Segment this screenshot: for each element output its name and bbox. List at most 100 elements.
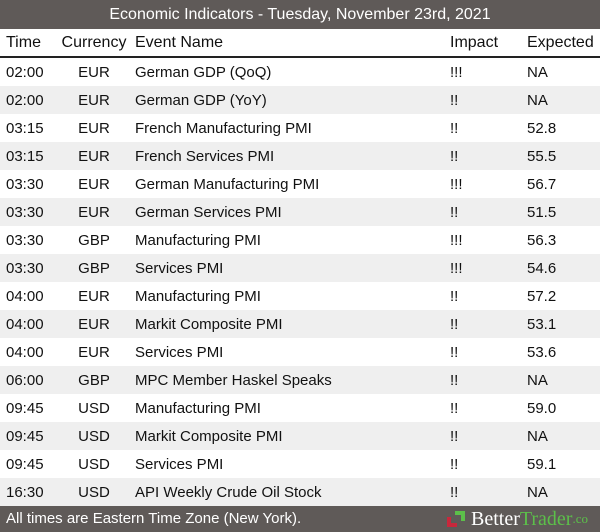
cell-expected: NA	[527, 371, 548, 389]
cell-expected: 53.1	[527, 315, 557, 333]
logo-co: .co	[572, 511, 588, 526]
cell-impact: !!	[450, 455, 459, 473]
table-row: 09:45 USD Manufacturing PMI!! 59.0	[0, 394, 600, 422]
cell-expected: 56.7	[527, 175, 557, 193]
cell-time: 09:45	[6, 455, 44, 473]
table-row: 04:00 EUR Markit Composite PMI!! 53.1	[0, 310, 600, 338]
cell-impact: !!	[450, 343, 459, 361]
cell-currency: EUR	[78, 119, 110, 137]
table-row: 03:30 GBP Manufacturing PMI!!! 56.3	[0, 226, 600, 254]
page-title: Economic Indicators - Tuesday, November …	[0, 0, 600, 29]
col-currency: Currency	[61, 33, 127, 51]
table-row: 06:00 GBP MPC Member Haskel Speaks!! NA	[0, 366, 600, 394]
cell-event: Manufacturing PMI	[135, 399, 261, 417]
table-row: 02:00 EUR German GDP (QoQ)!!! NA	[0, 58, 600, 86]
bettertrader-logo: Better Trader .co	[447, 506, 588, 532]
cell-impact: !!	[450, 119, 459, 137]
cell-impact: !!!	[450, 259, 463, 277]
table-row: 09:45 USD Services PMI!! 59.1	[0, 450, 600, 478]
table-header: Time Currency Event Name Impact Expected	[0, 29, 600, 58]
cell-currency: EUR	[78, 315, 110, 333]
col-impact: Impact	[450, 33, 499, 51]
cell-impact: !!	[450, 203, 459, 221]
cell-expected: 51.5	[527, 203, 557, 221]
cell-time: 16:30	[6, 483, 44, 501]
cell-time: 03:30	[6, 259, 44, 277]
cell-event: French Services PMI	[135, 147, 275, 165]
cell-expected: 59.1	[527, 455, 557, 473]
cell-time: 04:00	[6, 343, 44, 361]
cell-expected: 54.6	[527, 259, 557, 277]
cell-expected: NA	[527, 483, 548, 501]
cell-event: German GDP (YoY)	[135, 91, 267, 109]
cell-event: MPC Member Haskel Speaks	[135, 371, 332, 389]
cell-currency: EUR	[78, 287, 110, 305]
cell-time: 03:30	[6, 231, 44, 249]
cell-expected: 56.3	[527, 231, 557, 249]
cell-expected: 55.5	[527, 147, 557, 165]
cell-impact: !!	[450, 427, 459, 445]
table-row: 03:30 EUR German Manufacturing PMI!!! 56.7	[0, 170, 600, 198]
cell-expected: NA	[527, 91, 548, 109]
cell-event: Markit Composite PMI	[135, 315, 283, 333]
col-expected: Expected	[527, 33, 594, 51]
cell-currency: USD	[78, 427, 110, 445]
cell-impact: !!	[450, 399, 459, 417]
cell-currency: USD	[78, 399, 110, 417]
table-row: 09:45 USD Markit Composite PMI!! NA	[0, 422, 600, 450]
table-row: 03:15 EUR French Manufacturing PMI!! 52.8	[0, 114, 600, 142]
cell-time: 04:00	[6, 315, 44, 333]
cell-impact: !!	[450, 483, 459, 501]
cell-currency: EUR	[78, 91, 110, 109]
cell-currency: GBP	[78, 259, 110, 277]
cell-expected: 57.2	[527, 287, 557, 305]
table-row: 03:30 GBP Services PMI!!! 54.6	[0, 254, 600, 282]
cell-time: 02:00	[6, 63, 44, 81]
cell-currency: GBP	[78, 231, 110, 249]
cell-expected: NA	[527, 63, 548, 81]
cell-impact: !!	[450, 287, 459, 305]
timezone-note: All times are Eastern Time Zone (New Yor…	[6, 510, 302, 527]
table-row: 02:00 EUR German GDP (YoY)!! NA	[0, 86, 600, 114]
footer: All times are Eastern Time Zone (New Yor…	[0, 506, 600, 532]
cell-currency: EUR	[78, 63, 110, 81]
table-row: 04:00 EUR Manufacturing PMI!! 57.2	[0, 282, 600, 310]
cell-currency: EUR	[78, 175, 110, 193]
table-body: 02:00 EUR German GDP (QoQ)!!! NA 02:00 EUR Ger…	[0, 58, 600, 506]
cell-time: 03:30	[6, 203, 44, 221]
cell-event: French Manufacturing PMI	[135, 119, 312, 137]
cell-currency: GBP	[78, 371, 110, 389]
cell-event: Markit Composite PMI	[135, 427, 283, 445]
cell-currency: EUR	[78, 147, 110, 165]
cell-event: Services PMI	[135, 343, 224, 361]
cell-currency: EUR	[78, 203, 110, 221]
logo-mark-icon	[447, 511, 465, 527]
cell-impact: !!!	[450, 175, 463, 193]
cell-time: 04:00	[6, 287, 44, 305]
cell-currency: EUR	[78, 343, 110, 361]
cell-impact: !!!	[450, 231, 463, 249]
table-row: 03:15 EUR French Services PMI!! 55.5	[0, 142, 600, 170]
cell-event: German GDP (QoQ)	[135, 63, 272, 81]
cell-event: API Weekly Crude Oil Stock	[135, 483, 322, 501]
cell-time: 06:00	[6, 371, 44, 389]
col-event: Event Name	[135, 33, 224, 51]
cell-impact: !!	[450, 371, 459, 389]
cell-time: 09:45	[6, 427, 44, 445]
cell-expected: 59.0	[527, 399, 557, 417]
logo-better: Better	[471, 508, 520, 530]
table-row: 03:30 EUR German Services PMI!! 51.5	[0, 198, 600, 226]
cell-time: 03:15	[6, 119, 44, 137]
cell-event: German Manufacturing PMI	[135, 175, 320, 193]
cell-impact: !!	[450, 147, 459, 165]
cell-expected: NA	[527, 427, 548, 445]
table-row: 16:30 USD API Weekly Crude Oil Stock!! NA	[0, 478, 600, 506]
col-time: Time	[6, 33, 41, 51]
cell-impact: !!	[450, 91, 459, 109]
logo-trader: Trader	[519, 508, 573, 530]
cell-expected: 52.8	[527, 119, 557, 137]
cell-event: German Services PMI	[135, 203, 282, 221]
cell-event: Manufacturing PMI	[135, 231, 261, 249]
cell-time: 03:30	[6, 175, 44, 193]
cell-currency: USD	[78, 483, 110, 501]
